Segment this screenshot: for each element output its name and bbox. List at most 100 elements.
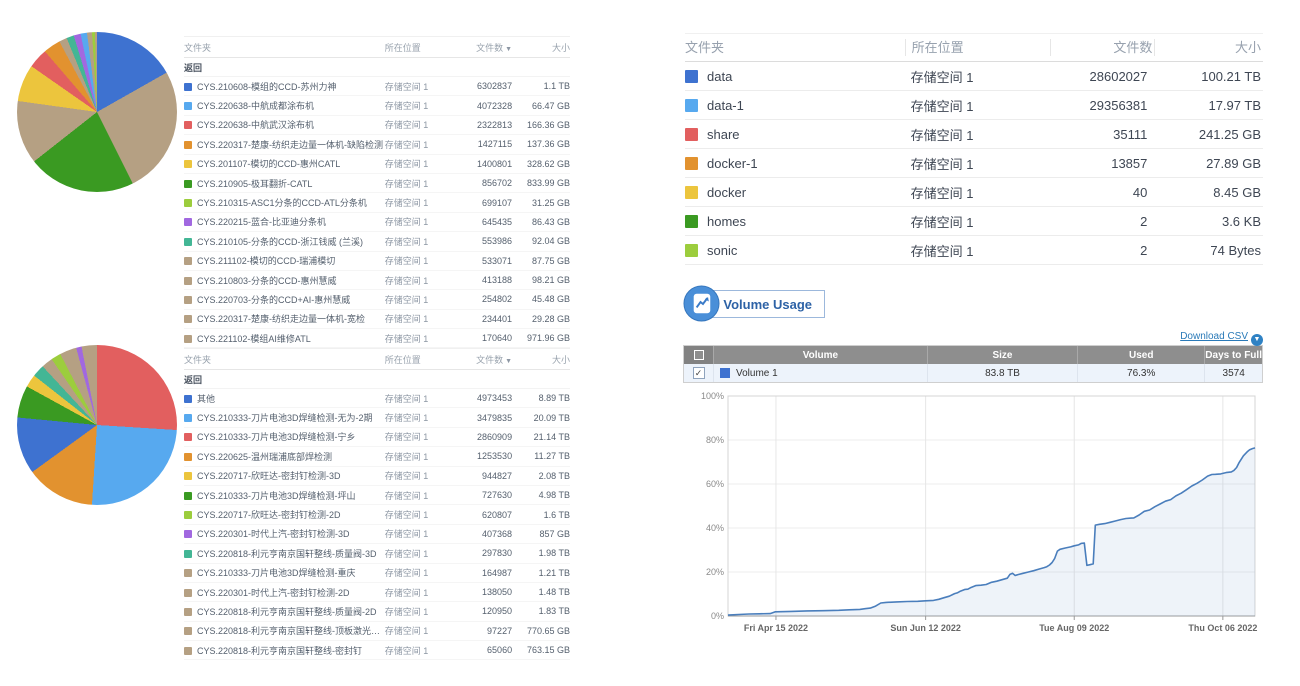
column-file-count[interactable]: 文件数 ▼ <box>476 354 513 365</box>
folder-color-chip <box>184 140 192 149</box>
column-location[interactable]: 所在位置 <box>906 39 1052 56</box>
folder-file-count: 620807 <box>482 509 513 520</box>
svg-text:Tue Aug 09 2022: Tue Aug 09 2022 <box>1039 623 1109 633</box>
folder-file-count: 699107 <box>482 197 513 208</box>
folder-row[interactable]: CYS.220717-欣旺达-密封钉检测-3D 存储空间 1 944827 2.08 … <box>184 467 570 486</box>
folder-color-chip <box>685 214 698 228</box>
svg-text:Fri Apr 15 2022: Fri Apr 15 2022 <box>744 623 808 633</box>
back-row[interactable]: 返回 <box>184 58 570 77</box>
folder-row[interactable]: CYS.210333-刀片电池3D焊缝检测-宁乡 存储空间 1 2860909 21.… <box>184 428 570 448</box>
folder-location: 存储空间 1 <box>910 69 974 85</box>
folder-size: 17.97 TB <box>1208 97 1261 113</box>
column-size[interactable]: 大小 <box>1234 40 1261 55</box>
folder-row[interactable]: CYS.210105-分条的CCD-浙江钱威 (兰溪) 存储空间 1 553986 9… <box>184 232 570 252</box>
column-folder[interactable]: 文件夹 <box>685 39 906 56</box>
back-row[interactable]: 返回 <box>184 370 570 389</box>
folder-row[interactable]: CYS.220818-利元亨南京国轩整线-密封钉 存储空间 1 65060 763.1… <box>184 641 570 661</box>
folder-file-count: 29356381 <box>1089 97 1148 113</box>
volume-size: 83.8 TB <box>928 364 1079 382</box>
folder-row[interactable]: CYS.210905-极耳翻折-CATL 存储空间 1 856702 833.99 G… <box>184 174 570 194</box>
folder-color-chip <box>184 102 192 111</box>
select-all-checkbox[interactable] <box>693 350 704 360</box>
folder-size: 1.48 TB <box>538 587 570 598</box>
shared-folder-row[interactable]: docker-1 存储空间 1 13857 27.89 GB <box>685 149 1263 178</box>
column-size[interactable]: 大小 <box>551 42 570 53</box>
download-csv-link[interactable]: Download CSV <box>1180 331 1248 342</box>
folder-file-count: 1253530 <box>477 451 513 462</box>
folder-row[interactable]: CYS.220818-利元亨南京国轩整线-质量阀-3D 存储空间 1 297830 1… <box>184 544 570 564</box>
folder-table-header: 文件夹 所在位置 文件数 ▼ 大小 <box>184 36 570 58</box>
folder-row[interactable]: CYS.220638-中航武汉涂布机 存储空间 1 2322813 166.36 GB <box>184 116 570 136</box>
folder-row[interactable]: CYS.210315-ASC1分条的CCD-ATL分条机 存储空间 1 699107… <box>184 193 570 213</box>
column-folder[interactable]: 文件夹 <box>184 354 212 365</box>
folder-row[interactable]: CYS.221102-模组AI维修ATL 存储空间 1 170640 971.96 G… <box>184 329 570 349</box>
folder-row[interactable]: CYS.220638-中航成都涂布机 存储空间 1 4072328 66.47 GB <box>184 96 570 116</box>
volume-table-header: Volume Size Used Days to Full <box>684 346 1262 364</box>
folder-row[interactable]: CYS.220301-时代上汽-密封钉检测-3D 存储空间 1 407368 857 … <box>184 525 570 545</box>
folder-row[interactable]: CYS.220317-楚康-纺织走边量一体机-宽检 存储空间 1 234401 29.… <box>184 310 570 330</box>
folder-size: 66.47 GB <box>531 100 570 111</box>
folder-size: 45.48 GB <box>531 294 570 305</box>
folder-color-chip <box>184 607 192 616</box>
folder-row[interactable]: CYS.220818-利元亨南京国轩整线-质量阀-2D 存储空间 1 120950 1… <box>184 602 570 622</box>
column-file-count[interactable]: 文件数 ▼ <box>476 42 513 53</box>
folder-row[interactable]: CYS.210803-分条的CCD-惠州慧威 存储空间 1 413188 98.21 … <box>184 271 570 291</box>
folder-color-chip <box>184 295 192 304</box>
folder-row[interactable]: CYS.210333-刀片电池3D焊缝检测-重庆 存储空间 1 164987 1.21… <box>184 564 570 583</box>
folder-size: 857 GB <box>539 528 570 539</box>
folder-size: 1.21 TB <box>538 567 570 578</box>
column-file-count[interactable]: 文件数 <box>1051 39 1156 56</box>
folder-file-count: 1400801 <box>477 158 513 169</box>
folder-row[interactable]: CYS.211102-模切的CCD-瑞浦模切 存储空间 1 533071 87.75 … <box>184 252 570 271</box>
folder-row[interactable]: CYS.201107-模切的CCD-惠州CATL 存储空间 1 1400801 328… <box>184 155 570 174</box>
download-icon[interactable]: ▼ <box>1251 334 1263 346</box>
folder-row[interactable]: CYS.210333-刀片电池3D焊缝检测-坪山 存储空间 1 727630 4.98… <box>184 486 570 506</box>
shared-folder-row[interactable]: sonic 存储空间 1 2 74 Bytes <box>685 236 1263 265</box>
folder-color-chip <box>184 276 192 285</box>
folder-row[interactable]: CYS.210333-刀片电池3D焊缝检测-无为-2期 存储空间 1 3479835… <box>184 408 570 428</box>
folder-location: 存储空间 1 <box>384 587 429 598</box>
folder-color-chip <box>184 394 192 403</box>
folder-file-count: 170640 <box>482 333 513 344</box>
folder-row[interactable]: 其他 存储空间 1 4973453 8.89 TB <box>184 389 570 409</box>
column-location[interactable]: 所在位置 <box>384 354 421 365</box>
column-size[interactable]: 大小 <box>551 354 570 365</box>
folder-location: 存储空间 1 <box>384 548 429 559</box>
folder-row[interactable]: CYS.220703-分条的CCD+AI-惠州慧威 存储空间 1 254802 45.… <box>184 290 570 310</box>
folder-file-count: 533071 <box>482 255 513 266</box>
folder-row[interactable]: CYS.220625-温州瑞浦底部焊检测 存储空间 1 1253530 11.27 T… <box>184 447 570 467</box>
column-folder[interactable]: 文件夹 <box>184 42 212 53</box>
shared-folder-row[interactable]: data-1 存储空间 1 29356381 17.97 TB <box>685 91 1263 120</box>
panel-title: Volume Usage <box>723 296 812 312</box>
volume-checkbox[interactable]: ✓ <box>692 367 705 379</box>
folder-row[interactable]: CYS.220301-时代上汽-密封钉检测-2D 存储空间 1 138050 1.48… <box>184 583 570 603</box>
folder-location: 存储空间 1 <box>384 626 429 637</box>
folder-row[interactable]: CYS.220317-楚康-纺织走边量一体机-缺陷检测 存储空间 1 1427115… <box>184 135 570 155</box>
folder-row[interactable]: CYS.220215-蓝合-比亚迪分条机 存储空间 1 645435 86.43 GB <box>184 213 570 233</box>
select-all-cell[interactable] <box>684 346 714 364</box>
folder-size: 328.62 GB <box>526 158 570 169</box>
svg-text:60%: 60% <box>706 479 724 489</box>
folder-file-count: 97227 <box>487 625 513 636</box>
folder-table-body: 其他 存储空间 1 4973453 8.89 TB CYS.210333-刀片电池3D焊… <box>184 389 570 661</box>
folder-row[interactable]: CYS.220818-利元亨南京国轩整线-顶板激光焊接-... 存储空间 1 972… <box>184 622 570 642</box>
volume-row[interactable]: ✓ Volume 1 83.8 TB 76.3% 3574 <box>684 364 1262 382</box>
folder-name: CYS.220638-中航成都涂布机 <box>197 101 315 112</box>
folder-name: data-1 <box>707 97 744 113</box>
folder-size-pie-chart-top[interactable] <box>17 32 177 192</box>
column-location[interactable]: 所在位置 <box>384 42 421 53</box>
folder-row[interactable]: CYS.210608-模组的CCD-苏州力神 存储空间 1 6302837 1.1 T… <box>184 77 570 97</box>
shared-folder-row[interactable]: homes 存储空间 1 2 3.6 KB <box>685 207 1263 236</box>
folder-location: 存储空间 1 <box>384 393 429 404</box>
folder-row[interactable]: CYS.220717-欣旺达-密封钉检测-2D 存储空间 1 620807 1.6 T… <box>184 505 570 525</box>
folder-name: data <box>707 68 733 84</box>
folder-location: 存储空间 1 <box>384 471 429 482</box>
shared-folder-row[interactable]: share 存储空间 1 35111 241.25 GB <box>685 120 1263 149</box>
shared-folder-row[interactable]: data 存储空间 1 28602027 100.21 TB <box>685 62 1263 91</box>
folder-size-pie-chart-bottom[interactable] <box>17 345 177 505</box>
folder-name: CYS.201107-模切的CCD-惠州CATL <box>197 159 341 170</box>
folder-location: 存储空间 1 <box>384 198 429 209</box>
shared-folder-row[interactable]: docker 存储空间 1 40 8.45 GB <box>685 178 1263 207</box>
shared-folder-table-body: data 存储空间 1 28602027 100.21 TB data-1 存储空间 1 2… <box>685 62 1263 265</box>
column-volume: Volume <box>714 346 928 364</box>
